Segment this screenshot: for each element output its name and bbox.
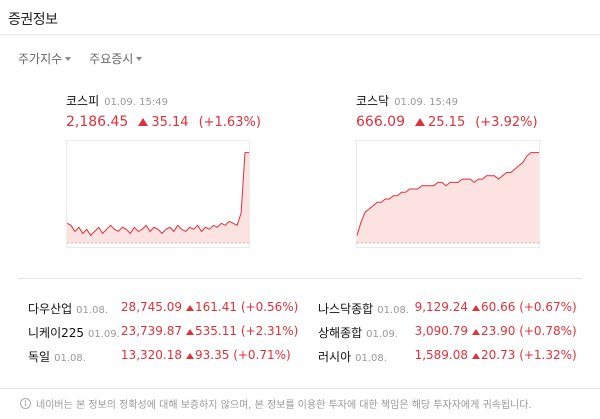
triangle-up-icon xyxy=(472,305,480,311)
caret-down-icon xyxy=(65,56,72,61)
index-name: 코스닥 xyxy=(356,94,390,108)
index-name: 독일 xyxy=(28,350,51,364)
chart-frame xyxy=(66,140,250,248)
triangle-up-icon xyxy=(186,329,194,335)
index-value: 9,129.24 xyxy=(414,300,468,314)
page-title: 증권정보 xyxy=(8,12,58,28)
index-time: 01.09. 15:49 xyxy=(104,97,168,108)
index-value: 1,589.08 xyxy=(414,348,468,362)
index-change: 23.90 xyxy=(481,324,516,338)
index-value: 28,745.09 xyxy=(120,300,182,314)
index-percent: (+0.78%) xyxy=(519,324,577,338)
chart-line xyxy=(66,152,249,237)
index-value: 3,090.79 xyxy=(414,324,468,338)
index-date: 01.09. xyxy=(366,329,398,340)
index-date: 01.08. xyxy=(76,305,108,316)
chart-area xyxy=(67,152,249,243)
chart-area xyxy=(357,152,539,243)
kospi-summary[interactable]: 코스피 01.09. 15:49 2,186.45 35.14 (+1.63%) xyxy=(66,92,266,130)
info-icon: i xyxy=(20,398,31,409)
index-percent: (+3.92%) xyxy=(475,115,538,130)
index-change-group: 93.35 (+0.71%) xyxy=(186,348,291,362)
index-time: 01.09. 15:49 xyxy=(394,97,458,108)
index-change-group: 60.66 (+0.67%) xyxy=(472,300,577,314)
index-percent: (+0.67%) xyxy=(519,300,577,314)
index-date: 01.08. xyxy=(355,353,387,364)
index-value: 13,320.18 xyxy=(120,348,182,362)
index-row-germany[interactable]: 독일 01.08. xyxy=(28,348,86,365)
index-value: 666.09 xyxy=(356,114,405,130)
index-change: 20.73 xyxy=(481,348,516,362)
chart-line xyxy=(356,152,539,236)
index-change: 93.35 xyxy=(195,348,230,362)
index-name: 상해종합 xyxy=(318,326,363,340)
index-percent: (+1.32%) xyxy=(519,348,577,362)
tab-label: 주가지수 xyxy=(18,52,63,66)
index-row-shanghai[interactable]: 상해종합 01.09. xyxy=(318,324,398,341)
triangle-up-icon xyxy=(472,353,480,359)
index-tabs: 주가지수 주요증시 xyxy=(18,50,143,67)
disclaimer-text: 네이버는 본 정보의 정확성에 대해 보증하지 않으며, 본 정보를 이용한 투… xyxy=(36,400,532,411)
index-change: 535.11 xyxy=(195,324,237,338)
index-percent: (+0.56%) xyxy=(240,300,299,314)
triangle-up-icon xyxy=(186,353,194,359)
index-row-dow[interactable]: 다우산업 01.08. xyxy=(28,300,108,317)
index-name: 니케이225 xyxy=(28,326,85,340)
index-change: 60.66 xyxy=(481,300,516,314)
triangle-up-icon xyxy=(186,305,194,311)
triangle-up-icon xyxy=(472,329,480,335)
index-name: 다우산업 xyxy=(28,302,73,316)
index-value: 23,739.87 xyxy=(120,324,182,338)
triangle-up-icon xyxy=(415,118,425,126)
index-row-nasdaq[interactable]: 나스닥종합 01.08. xyxy=(318,300,409,317)
index-change-group: 535.11 (+2.31%) xyxy=(186,324,298,338)
index-change-group: 20.73 (+1.32%) xyxy=(472,348,577,362)
index-name: 러시아 xyxy=(318,350,352,364)
index-change-group: 23.90 (+0.78%) xyxy=(472,324,577,338)
index-change-group: 161.41 (+0.56%) xyxy=(186,300,298,314)
chart-frame xyxy=(356,140,540,248)
kosdaq-chart[interactable] xyxy=(356,140,540,248)
disclaimer: i 네이버는 본 정보의 정확성에 대해 보증하지 않으며, 본 정보를 이용한… xyxy=(20,396,532,411)
index-change: 161.41 xyxy=(195,300,237,314)
index-date: 01.08. xyxy=(54,353,86,364)
index-date: 01.09. xyxy=(88,329,120,340)
index-value: 2,186.45 xyxy=(66,114,129,130)
divider xyxy=(0,388,600,389)
index-percent: (+0.71%) xyxy=(233,348,291,362)
index-percent: (+1.63%) xyxy=(198,115,261,130)
index-row-nikkei[interactable]: 니케이225 01.09. xyxy=(28,324,120,341)
kospi-chart[interactable] xyxy=(66,140,250,248)
index-percent: (+2.31%) xyxy=(240,324,299,338)
index-row-russia[interactable]: 러시아 01.08. xyxy=(318,348,387,365)
divider xyxy=(0,34,600,35)
index-date: 01.08. xyxy=(377,305,410,316)
tab-stock-index[interactable]: 주가지수 xyxy=(18,50,72,67)
triangle-up-icon xyxy=(138,118,149,126)
index-change: 25.15 xyxy=(428,115,466,130)
index-name: 코스피 xyxy=(66,94,100,108)
caret-down-icon xyxy=(136,56,143,61)
kosdaq-summary[interactable]: 코스닥 01.09. 15:49 666.09 25.15 (+3.92%) xyxy=(356,92,556,130)
tab-major-markets[interactable]: 주요증시 xyxy=(89,50,143,67)
tab-label: 주요증시 xyxy=(89,52,134,66)
index-change: 35.14 xyxy=(151,115,189,130)
divider xyxy=(18,278,582,279)
index-name: 나스닥종합 xyxy=(318,302,374,316)
